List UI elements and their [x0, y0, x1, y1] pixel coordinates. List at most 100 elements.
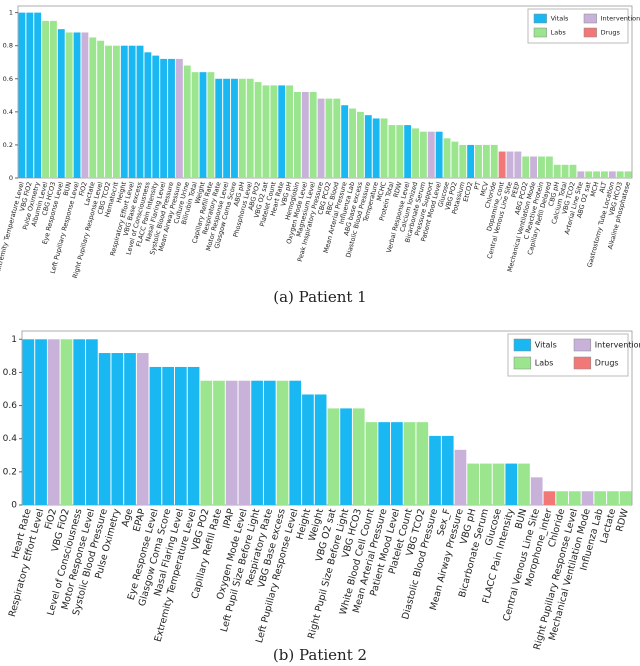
- bar: [225, 380, 238, 505]
- bar: [223, 78, 231, 178]
- bar: [553, 164, 561, 178]
- bar: [341, 105, 349, 178]
- bar: [475, 144, 482, 178]
- legend-label: Labs: [551, 29, 567, 37]
- bar: [601, 171, 608, 178]
- bar: [162, 366, 174, 505]
- bar: [34, 12, 42, 178]
- bar: [276, 380, 289, 505]
- bar: [183, 65, 191, 178]
- bar: [380, 118, 388, 178]
- y-tick-label: 0.2: [3, 141, 13, 149]
- bar: [581, 491, 594, 505]
- bar: [404, 125, 412, 178]
- bar: [191, 72, 199, 178]
- bar: [149, 366, 162, 505]
- bar: [128, 45, 136, 178]
- bar: [270, 85, 278, 178]
- bar: [97, 40, 105, 178]
- bar: [60, 339, 73, 505]
- legend-label: Drugs: [601, 29, 621, 37]
- bar: [199, 72, 207, 178]
- bar: [530, 477, 543, 505]
- y-tick-label: 1: [11, 335, 17, 345]
- y-tick-label: 0.6: [3, 401, 18, 411]
- bar: [467, 144, 475, 178]
- x-tick-label: FiO2: [43, 508, 59, 531]
- bar: [22, 339, 35, 505]
- bar: [213, 380, 225, 505]
- x-tick-label: ALT: [598, 181, 609, 194]
- bar: [505, 463, 518, 505]
- bar: [57, 29, 65, 179]
- legend-swatch: [533, 13, 547, 24]
- bar: [349, 108, 356, 178]
- y-tick-label: 0.4: [3, 434, 18, 444]
- y-tick-label: 0.4: [3, 108, 13, 116]
- bar: [396, 125, 404, 178]
- bar: [18, 12, 26, 178]
- bar: [459, 144, 467, 178]
- bar: [522, 156, 530, 178]
- legend-label: Interventions: [601, 15, 640, 23]
- bar: [289, 380, 302, 505]
- bar: [47, 339, 60, 505]
- bar: [594, 491, 607, 505]
- bar: [35, 339, 47, 505]
- bar: [263, 380, 276, 505]
- bar: [364, 115, 372, 178]
- bar: [427, 131, 435, 178]
- legend-swatch: [533, 27, 547, 38]
- y-tick-label: 0.8: [3, 368, 18, 378]
- bar: [89, 37, 97, 178]
- bar: [556, 491, 568, 505]
- legend-swatch: [573, 356, 592, 370]
- bar: [86, 339, 98, 505]
- caption: (b) Patient 2: [273, 646, 367, 664]
- bar: [607, 491, 619, 505]
- bar: [262, 85, 270, 178]
- bar: [593, 171, 601, 178]
- bar: [480, 463, 492, 505]
- bar: [492, 463, 505, 505]
- bar: [112, 45, 120, 178]
- bar: [416, 422, 429, 505]
- bar: [73, 339, 86, 505]
- bar: [49, 20, 57, 179]
- bar: [301, 92, 309, 178]
- bar: [294, 92, 301, 178]
- legend-label: Vitals: [551, 15, 569, 23]
- bar: [356, 111, 364, 178]
- x-tick-label: FiO2: [77, 181, 88, 197]
- bar: [543, 491, 556, 505]
- bar: [81, 32, 89, 178]
- legend-label: Interventions: [595, 341, 640, 350]
- legend-swatch: [573, 338, 592, 352]
- bar: [286, 85, 294, 178]
- bar: [120, 45, 128, 178]
- bar: [435, 131, 443, 178]
- bar: [207, 72, 215, 178]
- bar: [238, 78, 246, 178]
- bar: [98, 353, 111, 505]
- bar: [136, 353, 149, 505]
- x-tick-label: PT: [473, 181, 483, 191]
- bar: [482, 144, 490, 178]
- y-tick-label: 0: [9, 174, 13, 182]
- bar: [152, 55, 160, 178]
- bar: [624, 171, 632, 178]
- legend-swatch: [583, 27, 597, 38]
- plot-frame: [21, 330, 633, 506]
- legend-swatch: [513, 338, 532, 352]
- bar: [372, 118, 380, 178]
- legend-label: Drugs: [595, 359, 619, 368]
- bar: [506, 151, 514, 178]
- x-tick-label: BUN: [513, 508, 529, 531]
- y-tick-label: 0: [11, 501, 17, 511]
- bar: [538, 156, 545, 178]
- bar: [215, 78, 223, 178]
- bar: [278, 85, 286, 178]
- bar: [568, 491, 581, 505]
- bar: [42, 20, 49, 179]
- bar: [412, 128, 419, 178]
